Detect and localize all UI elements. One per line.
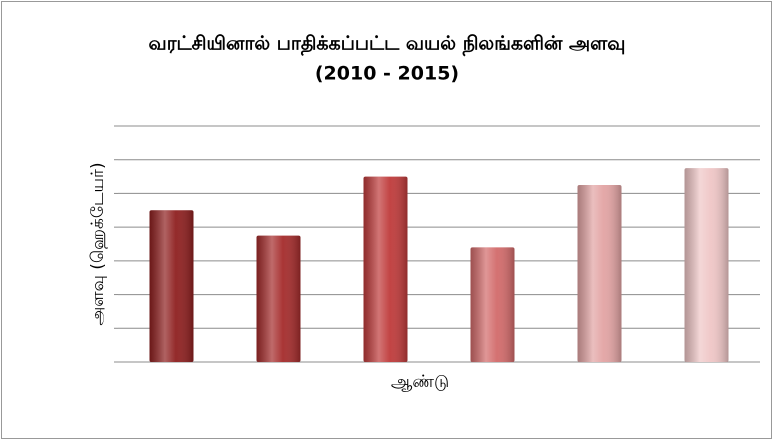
bar — [149, 210, 194, 362]
chart-subtitle: (2010 - 2015) — [315, 63, 459, 85]
x-axis-label: ஆண்டு — [391, 372, 449, 392]
bar — [363, 176, 408, 362]
bar — [256, 235, 301, 362]
bar — [470, 247, 515, 362]
y-axis-label: அளவு (ஹெக்டேயர்) — [88, 162, 108, 325]
chart-title: வரட்சியினால் பாதிக்கப்பட்ட வயல் நிலங்களி… — [149, 33, 626, 57]
bar — [684, 168, 729, 362]
bar — [577, 185, 622, 362]
